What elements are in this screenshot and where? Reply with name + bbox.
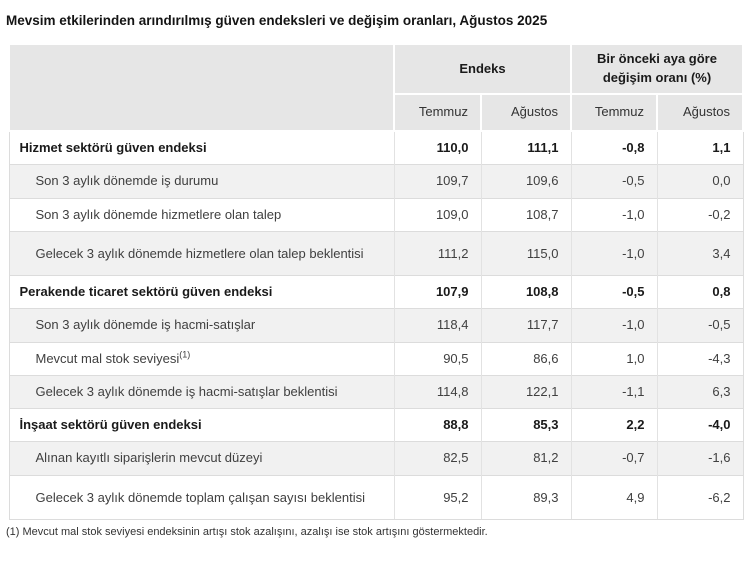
value-cell: 108,8 bbox=[480, 275, 571, 309]
confidence-index-table: Endeks Bir önceki aya göre değişim oranı… bbox=[8, 43, 744, 521]
row-label: Hizmet sektörü güven endeksi bbox=[8, 130, 394, 165]
value-cell: 85,3 bbox=[480, 408, 571, 442]
row-label-text: Gelecek 3 aylık dönemde iş hacmi-satışla… bbox=[35, 383, 338, 399]
value-cell: 89,3 bbox=[480, 474, 571, 521]
header-group-row: Endeks Bir önceki aya göre değişim oranı… bbox=[8, 43, 744, 132]
value-cell: 0,8 bbox=[656, 275, 744, 309]
value-cell: 109,7 bbox=[393, 164, 481, 198]
value-cell: 115,0 bbox=[480, 230, 571, 276]
value-cell: 122,1 bbox=[480, 374, 571, 409]
value-cell: 114,8 bbox=[393, 374, 481, 409]
value-cell: -1,6 bbox=[656, 441, 744, 476]
value-cell: -4,3 bbox=[656, 341, 744, 376]
value-cell: -0,5 bbox=[656, 308, 744, 343]
row-label-text: Gelecek 3 aylık dönemde hizmetlere olan … bbox=[35, 245, 364, 261]
row-label: Son 3 aylık dönemde iş durumu bbox=[8, 164, 394, 198]
table-header: Endeks Bir önceki aya göre değişim oranı… bbox=[8, 43, 744, 132]
value-cell: 3,4 bbox=[656, 230, 744, 276]
value-cell: -1,0 bbox=[570, 230, 657, 276]
row-label: Mevcut mal stok seviyesi(1) bbox=[8, 341, 394, 376]
row-label: Son 3 aylık dönemde iş hacmi-satışlar bbox=[8, 308, 394, 343]
table-body: Hizmet sektörü güven endeksi 110,0 111,1… bbox=[8, 130, 744, 521]
value-cell: 108,7 bbox=[480, 197, 571, 232]
page-title: Mevsim etkilerinden arındırılmış güven e… bbox=[6, 13, 548, 28]
row-label: Gelecek 3 aylık dönemde toplam çalışan s… bbox=[8, 474, 394, 521]
value-cell: 0,0 bbox=[656, 164, 744, 198]
table-row-is-hacmi-beklentisi: Gelecek 3 aylık dönemde iş hacmi-satışla… bbox=[8, 374, 744, 409]
value-cell: 117,7 bbox=[480, 308, 571, 343]
value-cell: 118,4 bbox=[393, 308, 481, 343]
table-row-mal-stok: Mevcut mal stok seviyesi(1) 90,5 86,6 1,… bbox=[8, 341, 744, 376]
row-label-text: Son 3 aylık dönemde iş hacmi-satışlar bbox=[35, 317, 256, 333]
header-change-agustos: Ağustos bbox=[656, 93, 744, 132]
header-month-row: Temmuz Ağustos Temmuz Ağustos bbox=[9, 93, 744, 132]
value-cell: 81,2 bbox=[480, 441, 571, 476]
value-cell: 1,0 bbox=[570, 341, 657, 376]
value-cell: -4,0 bbox=[656, 408, 744, 442]
value-cell: 82,5 bbox=[393, 441, 481, 476]
table-row-insaat-endeksi: İnşaat sektörü güven endeksi 88,8 85,3 2… bbox=[8, 408, 744, 442]
value-cell: 1,1 bbox=[656, 130, 744, 165]
value-cell: 4,9 bbox=[570, 474, 657, 521]
header-endeks-temmuz: Temmuz bbox=[393, 93, 482, 132]
row-label-text: Gelecek 3 aylık dönemde toplam çalışan s… bbox=[35, 489, 366, 505]
row-label-text: Perakende ticaret sektörü güven endeksi bbox=[19, 284, 273, 300]
table-row-is-hacmi: Son 3 aylık dönemde iş hacmi-satışlar 11… bbox=[8, 308, 744, 343]
value-cell: -0,8 bbox=[570, 130, 657, 165]
header-endeks-agustos: Ağustos bbox=[480, 93, 572, 132]
value-cell: 88,8 bbox=[393, 408, 481, 442]
table-row-is-durumu: Son 3 aylık dönemde iş durumu 109,7 109,… bbox=[8, 164, 744, 198]
footnote-marker: (1) bbox=[179, 349, 191, 360]
row-label: Alınan kayıtlı siparişlerin mevcut düzey… bbox=[8, 441, 394, 476]
row-label: Gelecek 3 aylık dönemde hizmetlere olan … bbox=[8, 230, 394, 276]
value-cell: 2,2 bbox=[570, 408, 657, 442]
row-label: Gelecek 3 aylık dönemde iş hacmi-satışla… bbox=[8, 374, 394, 409]
value-cell: -0,5 bbox=[570, 164, 657, 198]
value-cell: 111,1 bbox=[480, 130, 571, 165]
row-label-text: Mevcut mal stok seviyesi bbox=[35, 350, 180, 366]
row-label-text: Hizmet sektörü güven endeksi bbox=[19, 140, 207, 155]
value-cell: 111,2 bbox=[393, 230, 481, 276]
row-label: Son 3 aylık dönemde hizmetlere olan tale… bbox=[8, 197, 394, 232]
value-cell: -1,0 bbox=[570, 308, 657, 343]
value-cell: 6,3 bbox=[656, 374, 744, 409]
row-label-text: Alınan kayıtlı siparişlerin mevcut düzey… bbox=[35, 450, 263, 466]
value-cell: -1,0 bbox=[570, 197, 657, 232]
value-cell: 86,6 bbox=[480, 341, 571, 376]
table-row-hizmetlere-talep-beklentisi: Gelecek 3 aylık dönemde hizmetlere olan … bbox=[8, 230, 744, 276]
row-label-text: Son 3 aylık dönemde hizmetlere olan tale… bbox=[35, 206, 282, 222]
value-cell: -1,1 bbox=[570, 374, 657, 409]
table-footnote: (1) Mevcut mal stok seviyesi endeksinin … bbox=[6, 526, 488, 539]
value-cell: 107,9 bbox=[393, 275, 481, 309]
table-row-kayitli-siparisler: Alınan kayıtlı siparişlerin mevcut düzey… bbox=[8, 441, 744, 476]
value-cell: -0,5 bbox=[570, 275, 657, 309]
value-cell: -0,2 bbox=[656, 197, 744, 232]
header-group-endeks: Endeks bbox=[393, 43, 572, 95]
row-label-text: İnşaat sektörü güven endeksi bbox=[19, 417, 202, 433]
table-row-hizmet-endeksi: Hizmet sektörü güven endeksi 110,0 111,1… bbox=[8, 130, 744, 165]
row-label: İnşaat sektörü güven endeksi bbox=[8, 408, 394, 442]
header-change-temmuz: Temmuz bbox=[570, 93, 658, 132]
value-cell: 90,5 bbox=[393, 341, 481, 376]
table-row-calisan-sayisi-beklentisi: Gelecek 3 aylık dönemde toplam çalışan s… bbox=[8, 474, 744, 521]
value-cell: -0,7 bbox=[570, 441, 657, 476]
table-row-hizmetlere-talep: Son 3 aylık dönemde hizmetlere olan tale… bbox=[8, 197, 744, 232]
row-label-text: Son 3 aylık dönemde iş durumu bbox=[35, 173, 219, 189]
header-corner-cell bbox=[8, 43, 395, 132]
table-row-perakende-endeksi: Perakende ticaret sektörü güven endeksi … bbox=[8, 275, 744, 309]
value-cell: -6,2 bbox=[656, 474, 744, 521]
value-cell: 95,2 bbox=[393, 474, 481, 521]
value-cell: 109,6 bbox=[480, 164, 571, 198]
value-cell: 109,0 bbox=[393, 197, 481, 232]
value-cell: 110,0 bbox=[393, 130, 481, 165]
row-label: Perakende ticaret sektörü güven endeksi bbox=[8, 275, 394, 309]
header-group-change: Bir önceki aya göre değişim oranı (%) bbox=[570, 43, 744, 95]
